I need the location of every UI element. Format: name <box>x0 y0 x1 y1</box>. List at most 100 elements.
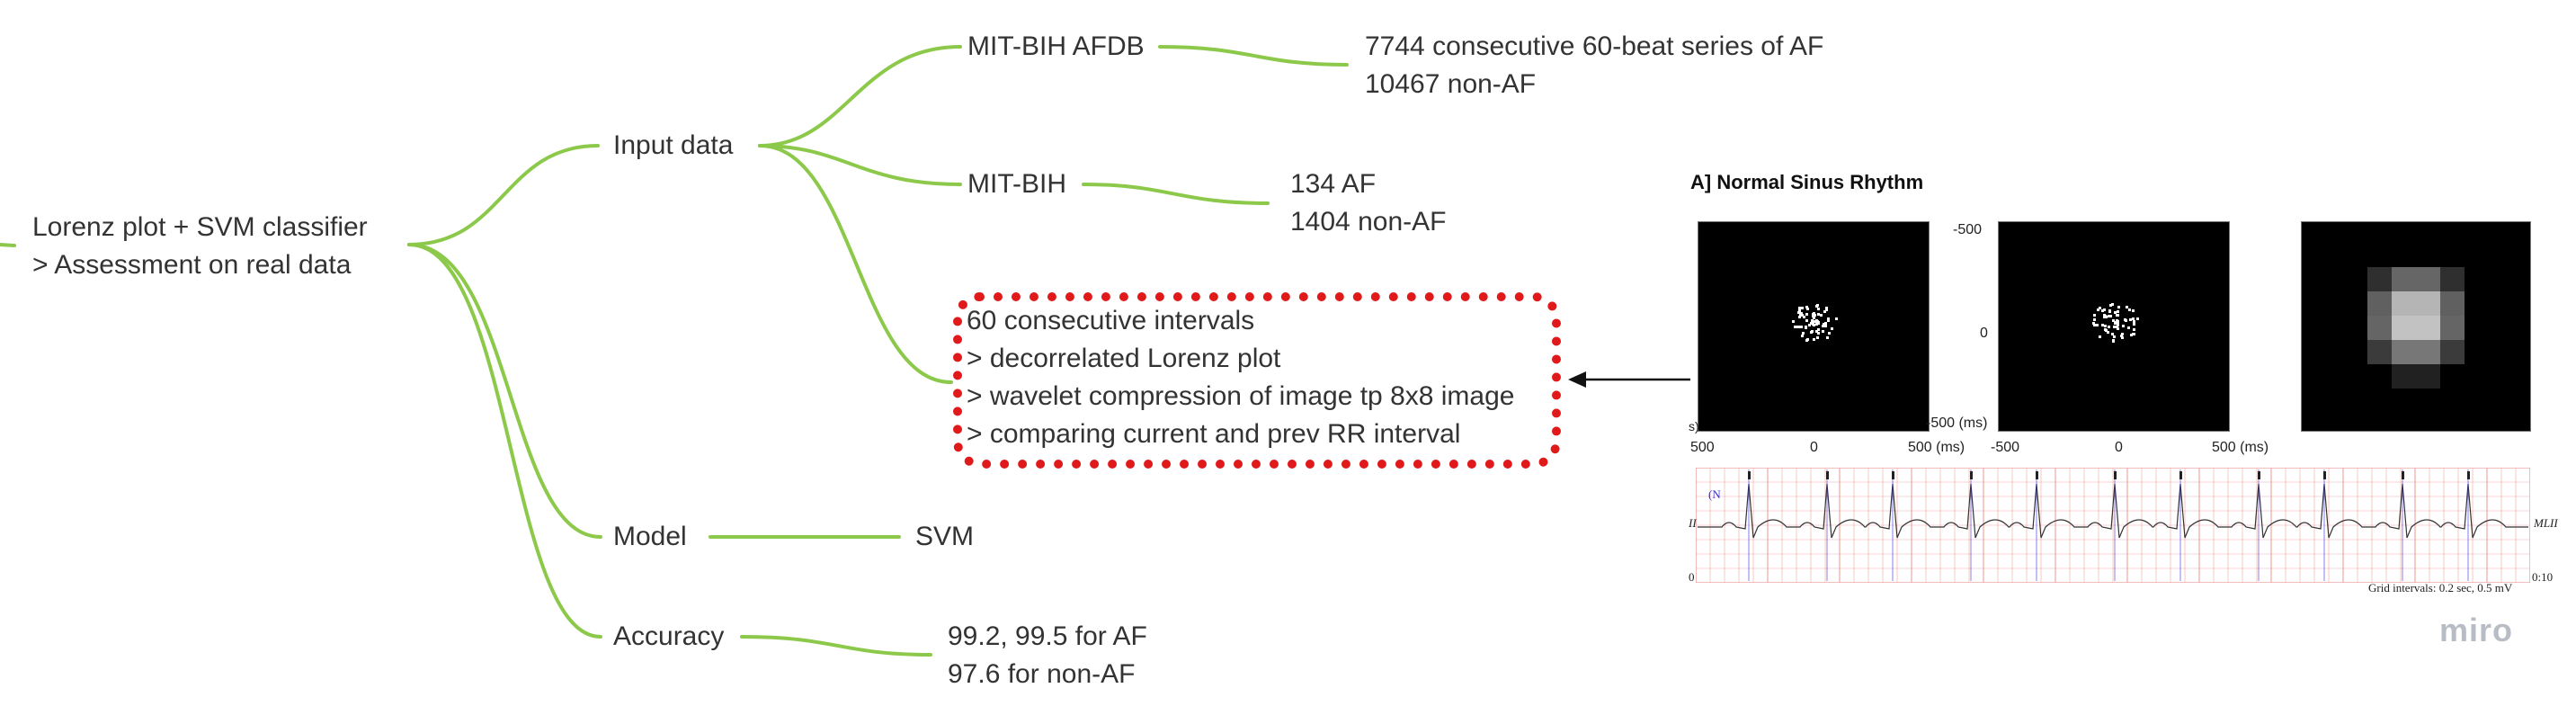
scatter-dot <box>1792 320 1795 323</box>
wavelet-compressed-image <box>2301 221 2531 432</box>
ecg-lead-right: MLII <box>2534 516 2558 530</box>
scatter-dot <box>1805 339 1808 342</box>
scatter-dot <box>1813 338 1815 341</box>
wavelet-cell <box>2367 291 2392 316</box>
scatter-dot <box>1822 325 1824 327</box>
mitbih-node[interactable]: MIT-BIH <box>967 169 1066 199</box>
scatter-dot <box>2113 326 2116 328</box>
scatter-dot <box>1831 327 1833 330</box>
scatter-dot <box>2117 327 2119 330</box>
y-tick-top: -500 <box>1953 222 1983 237</box>
lorenz-plot-decorrelated <box>1998 221 2230 432</box>
scatter-dot <box>2116 314 2118 317</box>
scatter-dot <box>2114 311 2117 314</box>
mitbih-detail-line-1: 134 AF <box>1290 169 1377 199</box>
wavelet-cell <box>2392 267 2416 291</box>
scatter-dot <box>2093 324 2096 326</box>
wavelet-cell <box>2392 291 2416 316</box>
accuracy-node[interactable]: Accuracy <box>613 621 725 651</box>
scatter-dot <box>1803 316 1805 318</box>
scatter-dot <box>2130 334 2133 336</box>
scatter-dot <box>1798 307 1801 309</box>
root-line-2: > Assessment on real data <box>32 250 352 280</box>
edge-root-model <box>407 243 602 539</box>
accuracy-detail-line-2: 97.6 for non-AF <box>948 659 1136 689</box>
scatter-dot <box>2133 320 2135 323</box>
scatter-dot <box>2129 318 2132 321</box>
scatter-dot <box>1822 330 1824 333</box>
wavelet-cell <box>2367 340 2392 364</box>
scatter-dot <box>2128 308 2131 311</box>
mitbih-detail-node[interactable]: 134 AF 1404 non-AF <box>1290 165 1446 241</box>
method-node[interactable]: 60 consecutive intervals > decorrelated … <box>967 302 1514 453</box>
root-node[interactable]: Lorenz plot + SVM classifier > Assessmen… <box>32 209 368 284</box>
miro-logo: miro <box>2439 612 2514 648</box>
method-line-1: 60 consecutive intervals <box>967 306 1255 335</box>
scatter-dot <box>1816 336 1819 339</box>
scatter-dot <box>1823 310 1826 313</box>
scatter-dot <box>1805 326 1807 329</box>
ecg-beat-tick <box>1826 471 1829 479</box>
wavelet-cell <box>2392 316 2416 340</box>
wavelet-cell <box>2392 340 2416 364</box>
scatter-dot <box>2111 333 2114 335</box>
lorenz-plot-raw <box>1698 221 1930 432</box>
scatter-dot <box>2099 307 2101 309</box>
scatter-dot <box>1812 315 1814 317</box>
scatter-dot <box>2121 333 2124 335</box>
ecg-beat-tick <box>2114 471 2117 479</box>
ecg-beat-tick <box>1748 471 1751 479</box>
ecg-beat-tick <box>2402 471 2404 479</box>
figure-title: A] Normal Sinus Rhythm <box>1690 171 1924 193</box>
scatter-dot <box>1814 314 1816 317</box>
wavelet-cell <box>2440 340 2465 364</box>
scatter-dot <box>2096 324 2099 326</box>
y-tick-bottom: -500 (ms) <box>1926 416 1988 431</box>
ecg-beat-tick <box>2179 471 2182 479</box>
scatter-dot <box>2093 314 2096 317</box>
scatter-dot <box>1820 314 1823 317</box>
scatter-dot <box>2093 318 2096 321</box>
scatter-dot <box>1796 326 1799 328</box>
input-data-node[interactable]: Input data <box>613 130 734 160</box>
ecg-beat-tick <box>2258 471 2260 479</box>
edge-accuracy-detail <box>740 635 932 657</box>
scatter-dot <box>1798 309 1801 312</box>
scatter-dot <box>1817 328 1820 331</box>
edge-root-stub <box>0 243 16 247</box>
scatter-dot <box>2122 325 2125 327</box>
scatter-dot <box>2136 317 2139 320</box>
model-node[interactable]: Model <box>613 522 687 551</box>
scatter-dot <box>2111 303 2114 306</box>
scatter-dot <box>1827 317 1830 320</box>
a-x-tick-right: 500 (ms) <box>1908 440 1965 455</box>
scatter-dot <box>1800 326 1803 328</box>
model-value-node[interactable]: SVM <box>915 522 975 551</box>
edge-afdb-detail <box>1158 45 1349 67</box>
arrow-to-callout <box>1568 371 1690 388</box>
b-x-tick-left: -500 <box>1991 440 2020 455</box>
scatter-dot <box>1824 325 1827 327</box>
scatter-dot <box>1800 312 1803 315</box>
scatter-dot <box>2132 309 2135 312</box>
small-mark: s) <box>1689 419 1699 433</box>
scatter-dot <box>2117 320 2119 323</box>
wavelet-cell <box>2367 316 2392 340</box>
scatter-dot <box>2117 324 2119 326</box>
scatter-dot <box>1817 313 1820 316</box>
ecg-beat-tick <box>1892 471 1894 479</box>
a-x-tick-mid: 0 <box>1810 440 1818 455</box>
scatter-dot <box>1835 317 1838 320</box>
accuracy-detail-node[interactable]: 99.2, 99.5 for AF 97.6 for non-AF <box>948 618 1147 693</box>
wavelet-cell <box>2416 316 2440 340</box>
afdb-detail-node[interactable]: 7744 consecutive 60-beat series of AF 10… <box>1365 28 1823 103</box>
wavelet-cell <box>2440 316 2465 340</box>
ecg-end-time: 0:10 <box>2532 570 2554 584</box>
scatter-dot <box>2112 340 2115 343</box>
afdb-node[interactable]: MIT-BIH AFDB <box>967 31 1145 61</box>
afdb-detail-line-1: 7744 consecutive 60-beat series of AF <box>1365 31 1824 61</box>
scatter-dot <box>2108 310 2111 313</box>
ecg-lead-left: II <box>1689 516 1697 530</box>
scatter-dot <box>2133 333 2135 335</box>
